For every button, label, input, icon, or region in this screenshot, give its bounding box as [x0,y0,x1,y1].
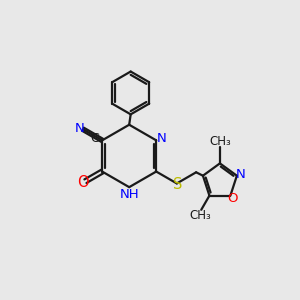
Text: O: O [227,191,238,205]
Text: N: N [74,122,84,135]
Text: O: O [77,175,89,190]
Text: N: N [156,132,166,145]
Text: S: S [173,176,182,191]
Text: N: N [236,168,246,181]
Text: CH₃: CH₃ [209,135,231,148]
Text: C: C [90,132,99,145]
Text: NH: NH [119,188,139,201]
Text: CH₃: CH₃ [189,208,211,222]
